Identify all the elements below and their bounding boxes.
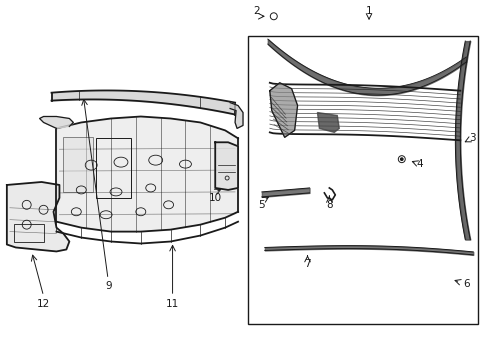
Bar [96, 138, 131, 198]
Bar [248, 36, 478, 324]
Polygon shape [270, 83, 297, 137]
Text: 1: 1 [366, 6, 372, 16]
Circle shape [401, 158, 403, 160]
Polygon shape [7, 182, 70, 251]
Text: 4: 4 [416, 159, 423, 169]
Text: 10: 10 [209, 193, 222, 203]
Text: 12: 12 [37, 299, 50, 309]
Polygon shape [215, 142, 238, 190]
Text: 3: 3 [469, 133, 476, 143]
Text: 11: 11 [166, 299, 179, 309]
Polygon shape [230, 103, 243, 129]
Text: 2: 2 [254, 6, 260, 16]
Polygon shape [40, 117, 74, 129]
Bar [14, 224, 44, 242]
Bar [63, 137, 93, 192]
Polygon shape [318, 113, 339, 132]
Text: 9: 9 [106, 281, 112, 291]
Text: 7: 7 [304, 259, 311, 269]
Text: 5: 5 [259, 200, 265, 210]
Text: 8: 8 [326, 200, 333, 210]
Text: 6: 6 [463, 279, 469, 289]
